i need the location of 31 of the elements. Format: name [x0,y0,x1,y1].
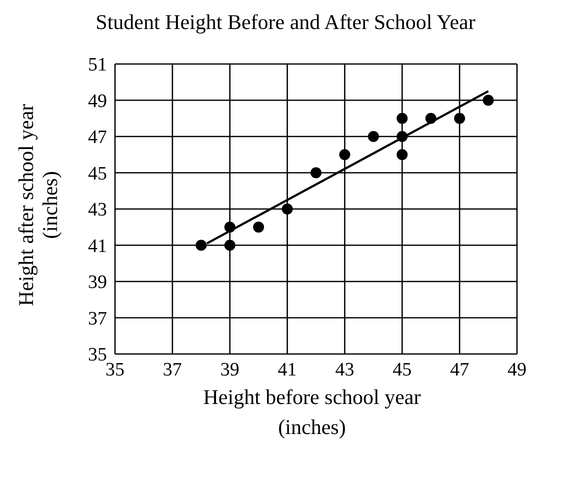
point [396,112,408,124]
x-tick-label: 37 [162,359,182,380]
y-tick-label: 41 [88,236,107,257]
y-tick-label: 45 [88,163,107,184]
point [482,94,494,106]
y-tick-label: 37 [88,308,107,330]
y-tick-label: 39 [88,272,107,294]
x-tick-label: 45 [392,359,412,380]
y-tick-label: 43 [88,200,107,221]
x-tick-label: 43 [335,359,354,380]
x-tick-label: 39 [220,359,240,380]
point [253,222,264,233]
point [339,149,350,160]
point [282,204,293,214]
chart-title: Student Height Before and After School Year [94,10,476,35]
x-tick-label: 41 [278,359,297,380]
point [454,112,466,124]
point [196,240,207,251]
point [396,149,408,160]
point [224,240,236,251]
y-tick-label: 47 [88,127,107,148]
point [368,131,379,142]
y-tick-label: 49 [88,90,107,112]
y-tick-label: 51 [88,54,107,76]
y-axis-title: Height after school year (inches) [14,102,62,308]
x-axis-title: Height before school year (inches) [202,384,422,441]
x-tick-label: 47 [450,359,470,380]
point [310,167,322,178]
x-tick-label: 49 [508,359,526,380]
y-tick-label: 35 [88,344,107,366]
x-tick-label: 35 [106,359,124,380]
